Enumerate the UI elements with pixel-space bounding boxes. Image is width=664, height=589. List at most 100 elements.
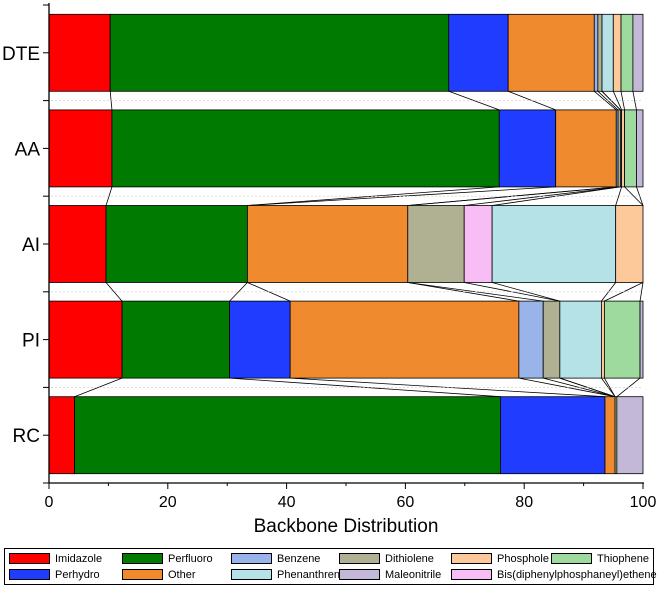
bar-segment-dte-phosphole bbox=[612, 13, 622, 92]
bar-segment-dte-phenanthrene bbox=[601, 13, 614, 92]
legend-swatch bbox=[9, 569, 50, 580]
bar-segment-ai-bis-diphenylphosphaneyl-ethene bbox=[463, 205, 493, 283]
bar-segment-rc-perhydro bbox=[500, 396, 606, 475]
bar-segment-dte-dithiolene bbox=[597, 13, 603, 92]
x-tick-label: 100 bbox=[630, 494, 657, 511]
bar-segment-ai-imidazole bbox=[48, 205, 107, 283]
legend-label: Imidazole bbox=[55, 552, 103, 565]
legend-swatch bbox=[122, 553, 163, 564]
connector-line bbox=[247, 186, 500, 206]
legend-label: Other bbox=[168, 568, 196, 581]
bar-segment-pi-imidazole bbox=[48, 300, 123, 379]
legend-item-other: Other bbox=[122, 567, 196, 582]
legend-swatch bbox=[451, 569, 492, 580]
connector-line bbox=[74, 377, 123, 398]
connector-line bbox=[247, 186, 556, 206]
legend-swatch bbox=[9, 553, 50, 564]
connector-line bbox=[229, 377, 501, 398]
bar-segment-rc-imidazole bbox=[48, 396, 75, 475]
bar-segment-dte-perfluoro bbox=[109, 13, 450, 92]
connector-line bbox=[632, 91, 637, 110]
legend-swatch bbox=[231, 569, 272, 580]
bar-segment-pi-phosphole bbox=[601, 300, 605, 379]
connector-line bbox=[639, 282, 644, 302]
bar-segment-aa-perfluoro bbox=[111, 109, 500, 188]
legend-swatch bbox=[451, 553, 492, 564]
connector-line bbox=[620, 91, 625, 110]
bar-segment-ai-other bbox=[246, 205, 409, 283]
connector-line bbox=[518, 377, 616, 398]
bar-segment-aa-phosphole bbox=[621, 109, 625, 188]
category-label-pi: PI bbox=[22, 331, 40, 352]
bar-segment-pi-maleonitrile bbox=[639, 300, 644, 379]
legend-item-phenanthrene: Phenanthrene bbox=[231, 567, 346, 582]
category-labels: DTE AA AI PI RC bbox=[2, 44, 40, 447]
bar-segment-pi-perhydro bbox=[229, 300, 291, 379]
bar-segment-dte-other bbox=[507, 13, 595, 92]
legend-item-benzene: Benzene bbox=[231, 551, 320, 566]
bar-segment-dte-benzene bbox=[593, 13, 599, 92]
connector-line bbox=[594, 90, 617, 111]
bar-segment-pi-phenanthrene bbox=[559, 300, 602, 379]
bar-segment-aa-thiophene bbox=[624, 109, 637, 188]
bar-segment-ai-perfluoro bbox=[105, 205, 248, 283]
legend-swatch bbox=[339, 553, 380, 564]
bar-segment-pi-other bbox=[289, 300, 520, 379]
bar-segment-rc-maleonitrile bbox=[616, 396, 644, 475]
x-tick-label: 80 bbox=[515, 494, 533, 511]
x-axis-title: Backbone Distribution bbox=[254, 516, 439, 537]
x-tick-label: 20 bbox=[159, 494, 177, 511]
connector-line bbox=[624, 186, 644, 206]
bar-segment-aa-perhydro bbox=[498, 109, 557, 188]
legend-item-dithiolene: Dithiolene bbox=[339, 551, 434, 566]
legend-label: Thiophene bbox=[597, 552, 649, 565]
legend-item-thiophene: Thiophene bbox=[551, 551, 649, 566]
category-label-dte: DTE bbox=[2, 44, 40, 65]
legend-item-maleonitrile: Maleonitrile bbox=[339, 567, 441, 582]
connector-line bbox=[492, 282, 560, 302]
x-tick-label: 60 bbox=[397, 494, 415, 511]
connector-line bbox=[105, 282, 123, 302]
legend-swatch bbox=[339, 569, 380, 580]
legend-label: Perfluoro bbox=[168, 552, 213, 565]
bar-segment-ai-phenanthrene bbox=[491, 205, 617, 283]
x-tick-label: 40 bbox=[278, 494, 296, 511]
legend-label: Bis(diphenylphosphaneyl)ethene bbox=[497, 568, 657, 581]
stacked-bar-chart: DTE AA AI PI RC 0 20 40 60 80 100 Backbone Distri… bbox=[2, 3, 657, 537]
bar-segment-rc-perfluoro bbox=[74, 396, 501, 475]
legend-swatch bbox=[551, 553, 592, 564]
legend-label: Dithiolene bbox=[385, 552, 434, 565]
x-ticks: 0 20 40 60 80 100 bbox=[45, 483, 657, 511]
legend-label: Benzene bbox=[277, 552, 321, 565]
legend-label: Phosphole bbox=[497, 552, 549, 565]
category-label-ai: AI bbox=[22, 235, 40, 256]
connector-line bbox=[612, 91, 622, 111]
bar-stack-group bbox=[48, 13, 644, 475]
bar-segment-pi-thiophene bbox=[603, 300, 641, 379]
connector-lines bbox=[43, 90, 644, 398]
legend: Imidazole Perfluoro Benzene Dithiolene Phosp… bbox=[4, 548, 657, 585]
bar-segment-dte-maleonitrile bbox=[632, 13, 644, 92]
connector-line bbox=[604, 377, 616, 397]
connector-line bbox=[464, 186, 621, 206]
bar-segment-dte-perhydro bbox=[448, 13, 509, 92]
legend-label: Maleonitrile bbox=[385, 568, 442, 581]
legend-swatch bbox=[231, 553, 272, 564]
category-label-aa: AA bbox=[15, 139, 41, 160]
connector-line bbox=[229, 282, 248, 302]
connector-line bbox=[615, 186, 622, 206]
legend-label: Perhydro bbox=[55, 568, 100, 581]
legend-swatch bbox=[122, 569, 163, 580]
bar-segment-dte-thiophene bbox=[620, 13, 634, 92]
legend-item-perhydro: Perhydro bbox=[9, 567, 100, 582]
bar-segment-ai-phosphole bbox=[615, 205, 644, 283]
legend-label: Phenanthrene bbox=[277, 568, 347, 581]
connector-line bbox=[448, 90, 500, 111]
bar-segment-aa-maleonitrile bbox=[636, 109, 644, 188]
bar-segment-pi-benzene bbox=[518, 300, 544, 379]
bar-segment-ai-dithiolene bbox=[407, 205, 465, 283]
legend-item-perfluoro: Perfluoro bbox=[122, 551, 213, 566]
bar-segment-aa-other bbox=[555, 109, 617, 188]
bar-segment-rc-other bbox=[604, 396, 616, 475]
category-label-rc: RC bbox=[13, 426, 40, 447]
